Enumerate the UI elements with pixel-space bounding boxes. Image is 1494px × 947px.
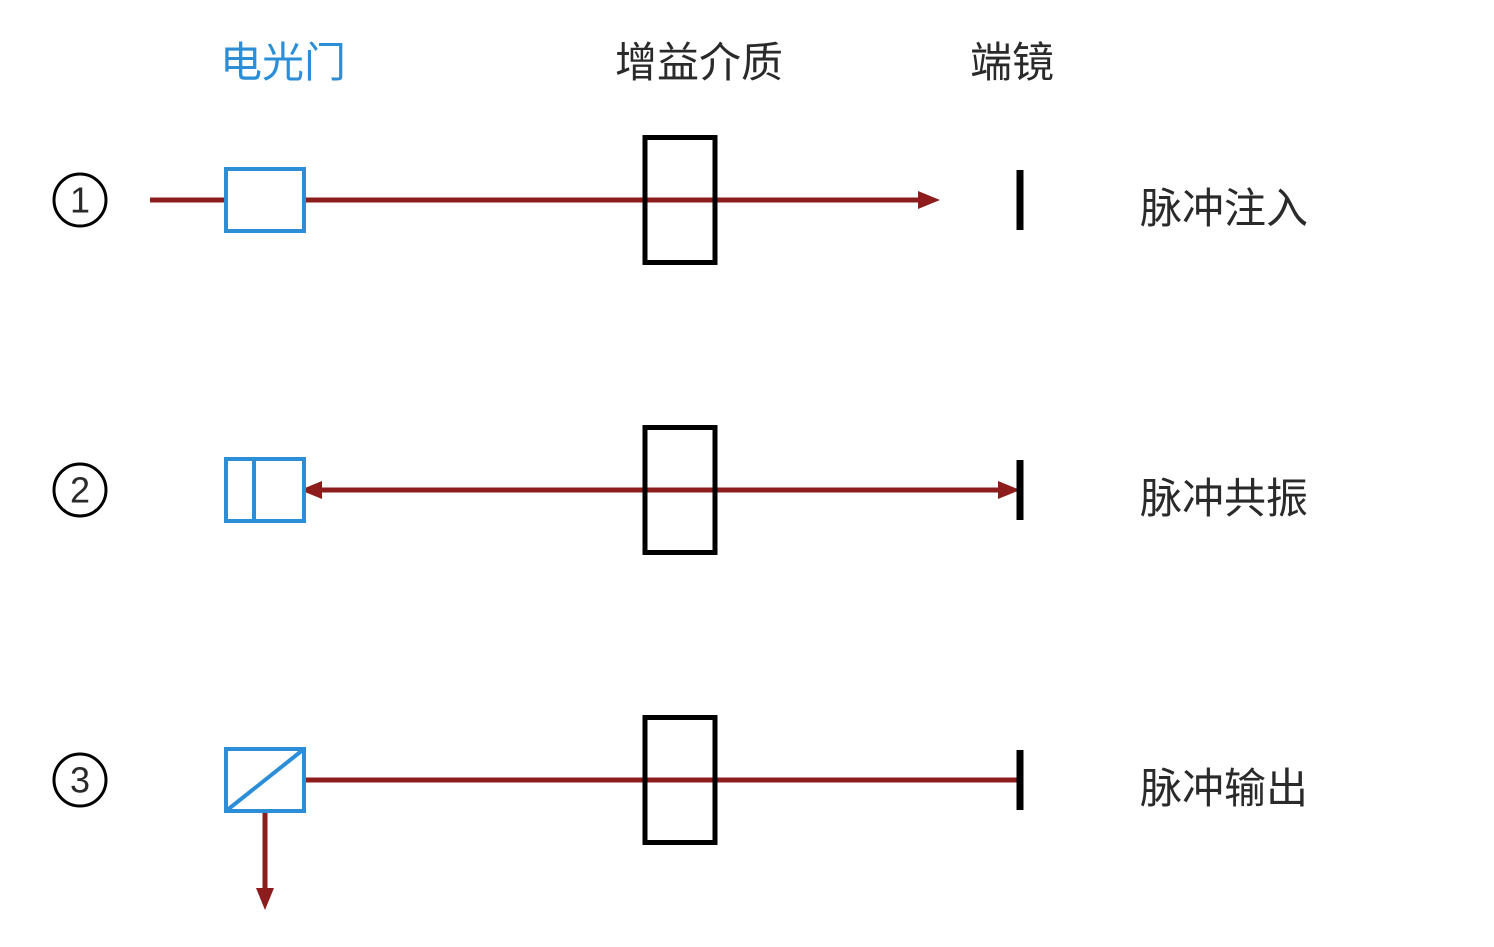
header-end_mirror: 端镜: [970, 29, 1054, 90]
eo-gate-1: [226, 169, 304, 231]
row-label-3: 脉冲输出: [1140, 755, 1308, 816]
step-number-2: 2: [70, 470, 90, 511]
row-label-1: 脉冲注入: [1140, 175, 1308, 236]
step-number-1: 1: [70, 180, 90, 221]
eo-gate-2: [226, 459, 304, 521]
row-label-2: 脉冲共振: [1140, 465, 1308, 526]
header-eo_gate: 电光门: [220, 29, 346, 90]
step-number-3: 3: [70, 760, 90, 801]
header-gain_medium: 增益介质: [615, 29, 783, 90]
